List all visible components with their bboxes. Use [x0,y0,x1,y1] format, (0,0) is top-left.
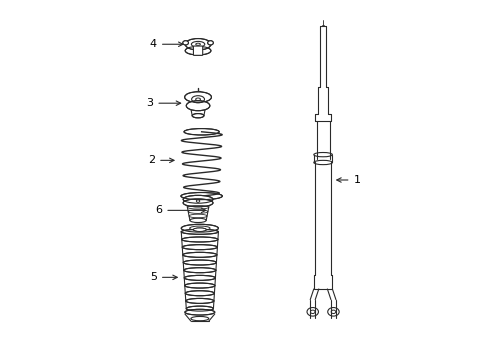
Ellipse shape [185,39,210,50]
Text: 2: 2 [148,156,174,165]
Ellipse shape [182,237,218,242]
Ellipse shape [183,268,216,273]
Text: 5: 5 [150,273,177,282]
Ellipse shape [181,224,218,232]
Ellipse shape [192,113,203,118]
Ellipse shape [193,228,206,231]
Text: 1: 1 [336,175,360,185]
Ellipse shape [183,129,219,135]
Ellipse shape [185,46,210,55]
Ellipse shape [207,41,213,45]
Ellipse shape [185,298,213,303]
Ellipse shape [183,252,217,257]
Ellipse shape [183,199,213,207]
Ellipse shape [184,92,211,103]
Ellipse shape [182,245,217,249]
Ellipse shape [184,283,215,288]
Ellipse shape [183,41,188,45]
Ellipse shape [183,260,216,265]
Ellipse shape [183,195,213,203]
Ellipse shape [181,229,218,234]
Ellipse shape [186,101,209,111]
Ellipse shape [186,306,213,311]
Ellipse shape [181,193,222,200]
Text: 3: 3 [146,98,180,108]
Ellipse shape [185,291,214,296]
Ellipse shape [184,275,215,280]
FancyBboxPatch shape [193,46,203,55]
Text: 4: 4 [149,39,183,49]
Ellipse shape [184,309,214,315]
Text: 6: 6 [155,205,205,215]
